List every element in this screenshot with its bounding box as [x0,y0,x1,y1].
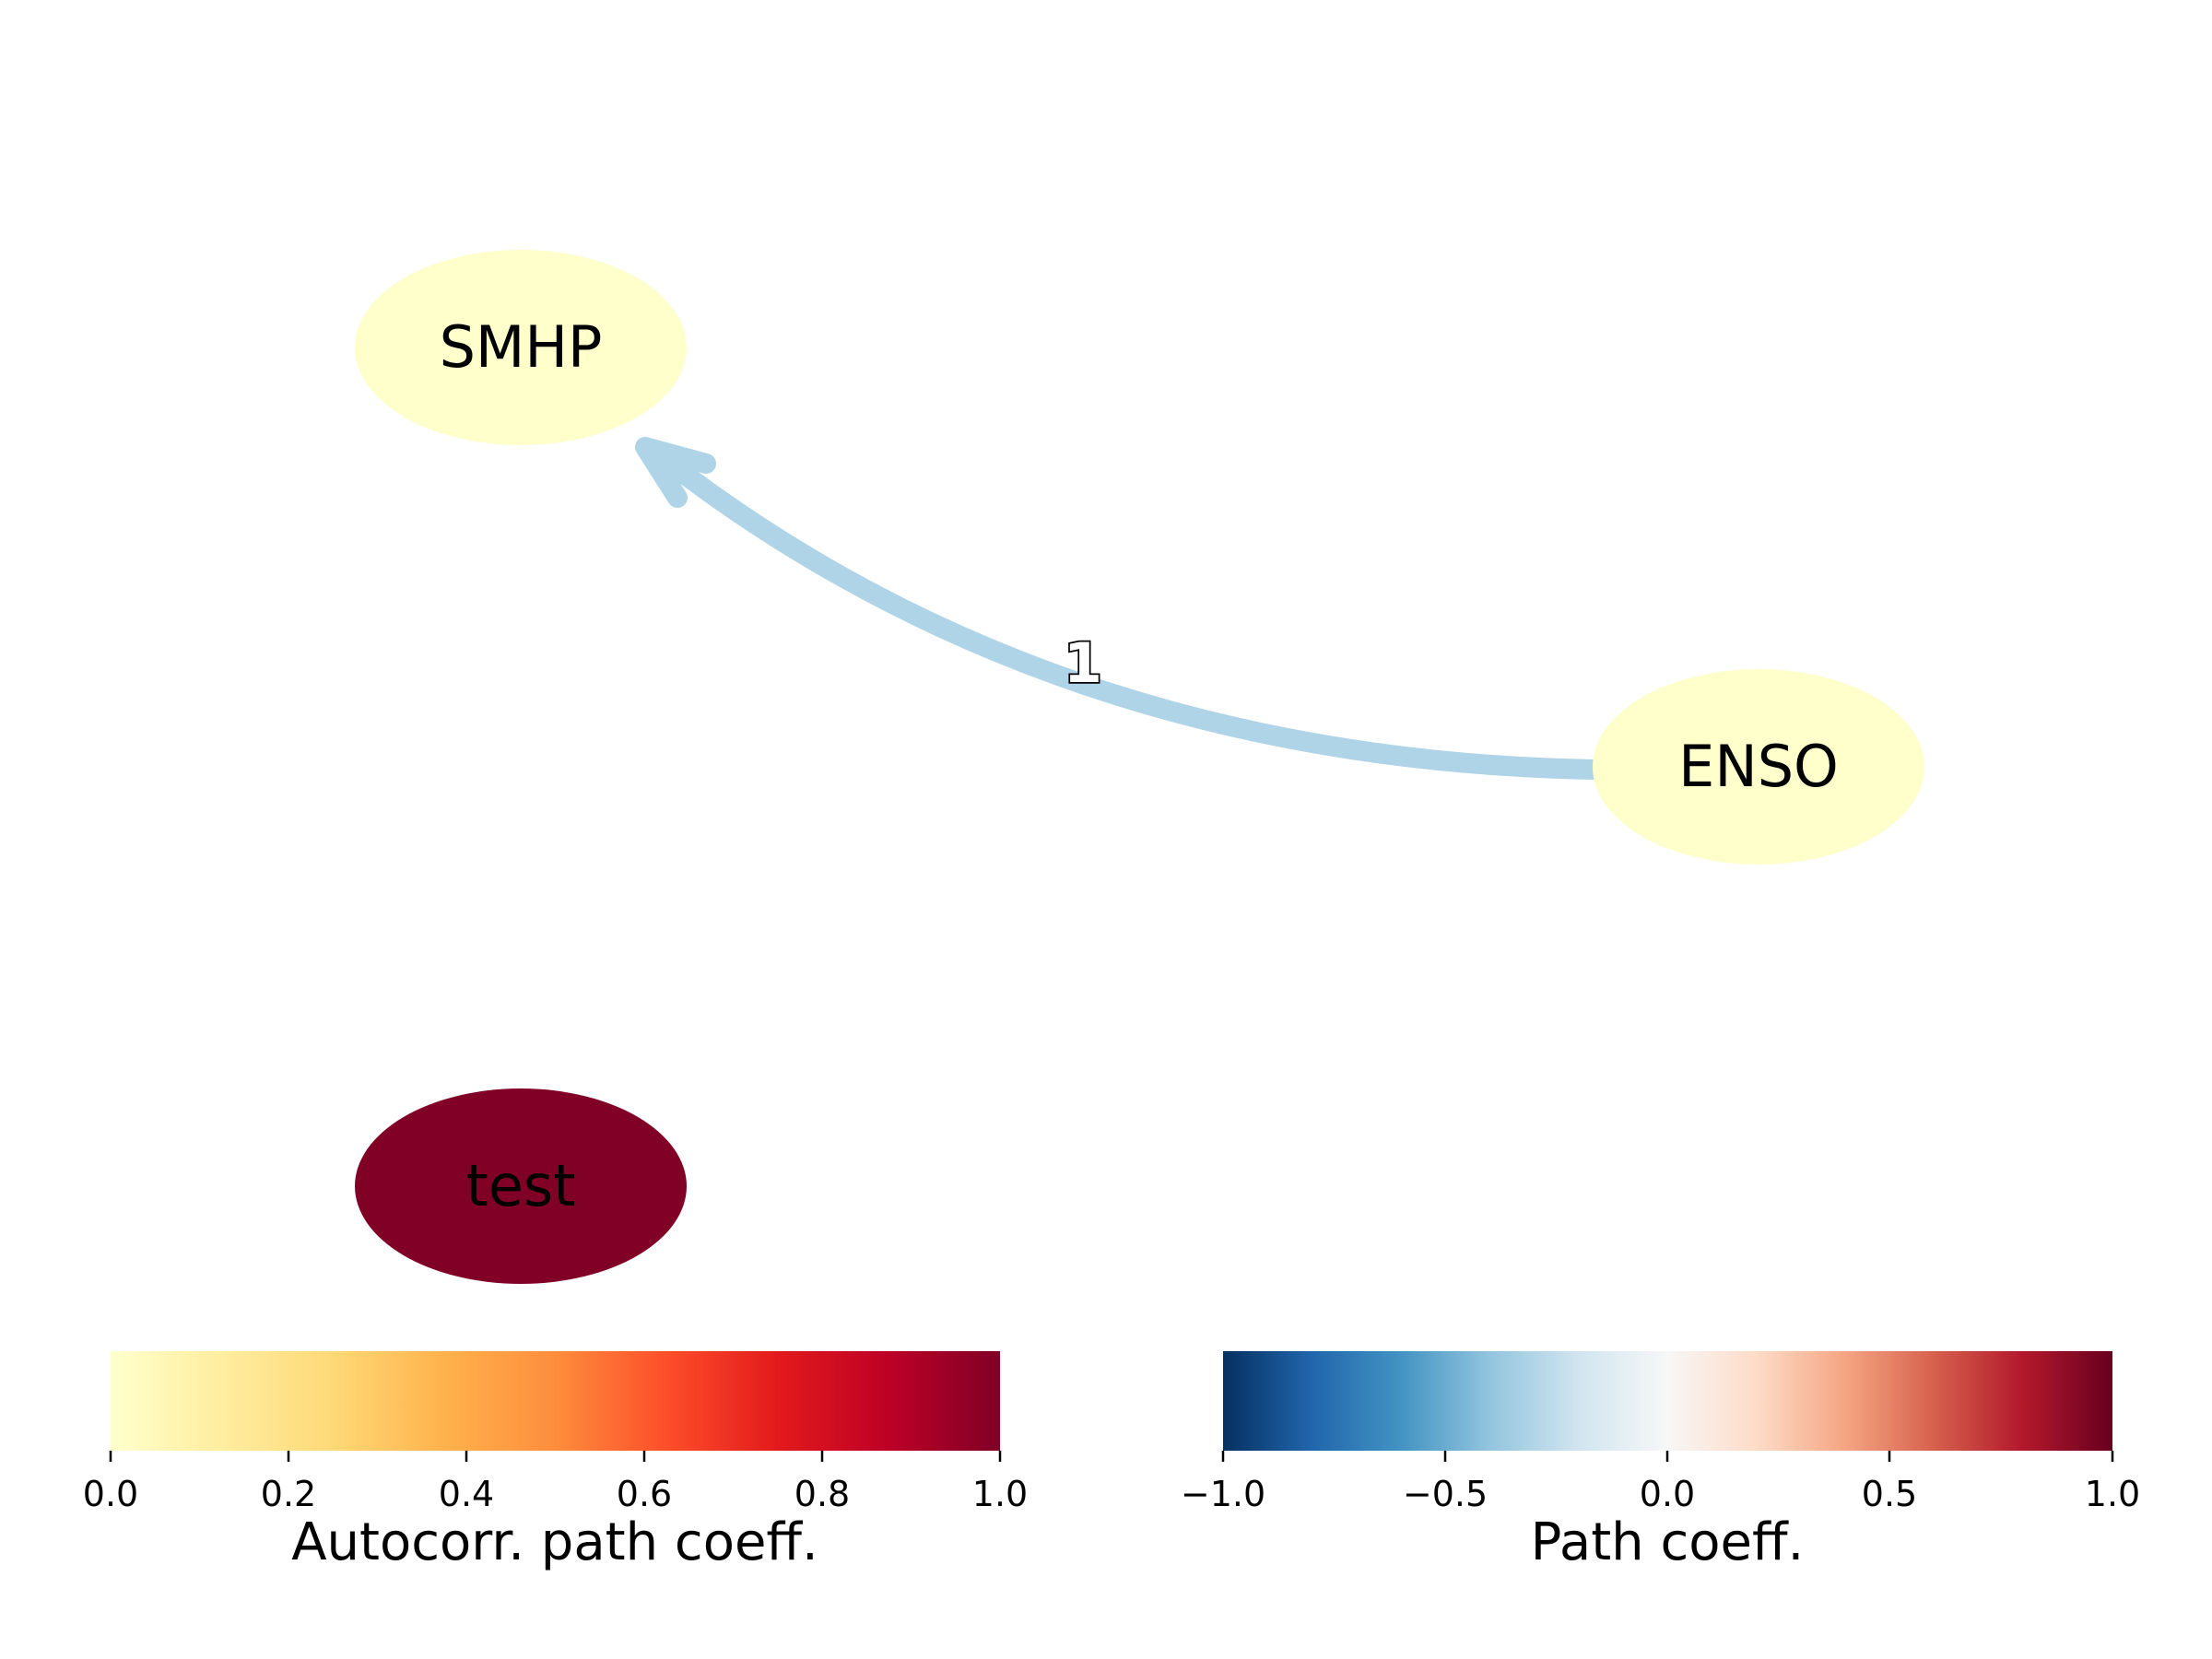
autocorr-tick-label: 0.8 [794,1474,850,1514]
link-enso-to-smhp: 1 [635,437,1606,780]
colorbar-autocorr-ticks: 0.0 0.2 0.4 0.6 0.8 1.0 [83,1451,1028,1514]
node-test-ellipse [355,1088,687,1284]
path-tick-label: −0.5 [1403,1474,1488,1514]
path-tick-label: 1.0 [2085,1474,2140,1514]
node-enso: ENSO [1593,669,1924,865]
autocorr-tick-label: 0.0 [83,1474,138,1514]
colorbar-path-title: Path coeff. [1531,1512,1805,1572]
node-enso-ellipse [1593,669,1924,865]
colorbar-path-gradient [1223,1351,2112,1451]
node-smhp-ellipse [355,250,687,445]
path-tick-label: −1.0 [1181,1474,1265,1514]
colorbar-path: −1.0 −0.5 0.0 0.5 1.0 Path coeff. [1181,1351,2140,1572]
node-test-label: test [465,1152,575,1219]
colorbar-autocorr-gradient [111,1351,1000,1451]
node-test: test [355,1088,687,1284]
colorbar-path-ticks: −1.0 −0.5 0.0 0.5 1.0 [1181,1451,2140,1514]
colorbar-autocorr-title: Autocorr. path coeff. [291,1512,818,1572]
node-smhp: SMHP [355,250,687,445]
link-enso-to-smhp-arrowhead [635,437,716,508]
autocorr-tick-label: 0.2 [261,1474,316,1514]
path-tick-label: 0.0 [1640,1474,1695,1514]
link-enso-to-smhp-curve [663,455,1606,780]
colorbar-autocorr: 0.0 0.2 0.4 0.6 0.8 1.0 Autocorr. path c… [83,1351,1028,1572]
link-lag-label: 1 [1064,631,1102,696]
node-smhp-label: SMHP [440,313,603,381]
autocorr-tick-label: 1.0 [972,1474,1028,1514]
path-tick-label: 0.5 [1862,1474,1917,1514]
autocorr-tick-label: 0.4 [439,1474,494,1514]
node-enso-label: ENSO [1678,733,1839,800]
autocorr-tick-label: 0.6 [617,1474,672,1514]
